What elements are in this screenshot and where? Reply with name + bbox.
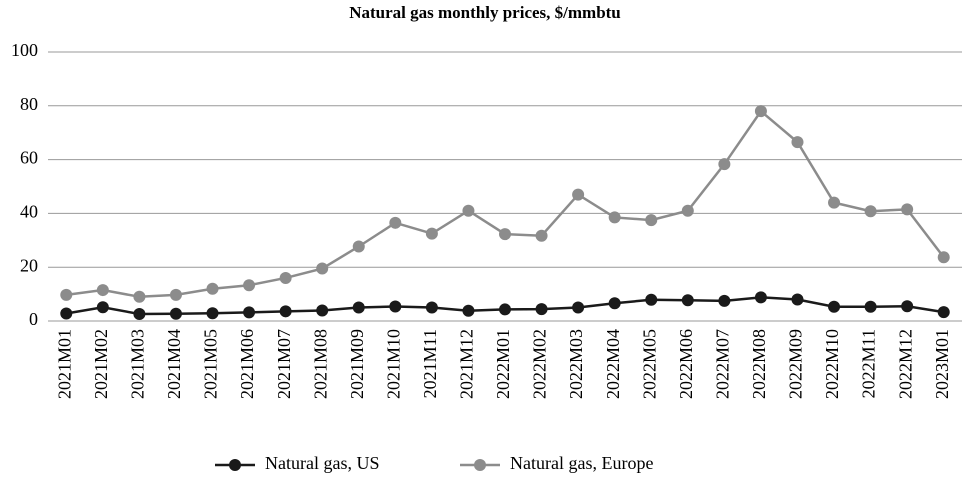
y-tick-label: 40 [20,202,38,222]
data-point [864,300,877,313]
data-point [96,301,109,314]
data-point [791,293,804,306]
data-point [645,293,658,306]
x-tick-label: 2022M02 [530,329,550,399]
y-tick-label: 100 [11,40,38,60]
data-point [133,308,146,321]
data-point [462,204,475,217]
data-point [901,300,914,313]
data-point [645,214,658,227]
data-point [389,300,402,313]
data-point [937,306,950,319]
data-point [608,297,621,310]
data-point [901,203,914,216]
x-tick-label: 2022M03 [566,329,586,399]
data-point [60,288,73,301]
data-point [316,262,329,275]
data-point [462,304,475,317]
data-point [279,271,292,284]
x-tick-label: 2021M06 [237,329,257,399]
data-point [718,294,731,307]
x-tick-label: 2022M09 [786,329,806,399]
legend-label: Natural gas, Europe [510,453,653,473]
x-tick-label: 2022M07 [712,329,732,399]
chart-title: Natural gas monthly prices, $/mmbtu [349,3,621,22]
data-point [425,227,438,240]
x-tick-label: 2022M10 [822,329,842,399]
data-point [169,288,182,301]
y-tick-label: 60 [20,148,38,168]
data-point [133,290,146,303]
data-point [828,196,841,209]
data-point [60,307,73,320]
data-point [718,158,731,171]
data-point [243,306,256,319]
data-point [206,282,219,295]
x-tick-label: 2023M01 [932,329,952,399]
data-point [206,307,219,320]
data-point [681,204,694,217]
data-point [352,240,365,253]
data-point [754,291,767,304]
data-point [572,301,585,314]
data-point [243,279,256,292]
data-point [535,303,548,316]
y-tick-label: 80 [20,94,38,114]
data-point [937,251,950,264]
data-point [352,301,365,314]
data-point [96,284,109,297]
x-tick-label: 2021M08 [310,329,330,399]
x-tick-label: 2021M09 [347,329,367,399]
legend-label: Natural gas, US [265,453,379,473]
x-tick-label: 2021M07 [274,329,294,399]
x-tick-label: 2022M05 [639,329,659,399]
y-tick-label: 0 [29,309,38,329]
x-tick-label: 2021M10 [383,329,403,399]
data-point [499,228,511,241]
x-tick-label: 2021M01 [54,329,74,399]
x-tick-label: 2021M11 [420,329,440,398]
data-point [572,188,585,201]
data-point [535,229,548,242]
legend-marker [229,459,241,471]
data-point [791,136,804,149]
x-tick-label: 2022M01 [493,329,513,399]
x-tick-label: 2022M04 [603,329,623,399]
data-point [681,294,694,307]
data-point [316,304,329,317]
data-point [389,216,402,229]
series-line [66,109,945,299]
x-tick-label: 2021M12 [457,329,477,399]
data-point [864,205,877,218]
x-tick-label: 2022M11 [859,329,879,398]
x-tick-label: 2021M04 [164,329,184,399]
data-point [425,301,438,314]
y-tick-label: 20 [20,255,38,275]
data-point [499,303,511,316]
x-tick-label: 2021M05 [201,329,221,399]
x-tick-label: 2022M08 [749,329,769,399]
data-point [608,211,621,224]
x-tick-label: 2021M02 [91,329,111,399]
data-point [279,305,292,318]
data-point [828,300,841,313]
data-point [169,307,182,320]
x-tick-label: 2022M12 [895,329,915,399]
x-tick-label: 2021M03 [128,329,148,399]
legend-marker [474,459,486,471]
data-point [754,105,767,118]
x-tick-label: 2022M06 [676,329,696,399]
